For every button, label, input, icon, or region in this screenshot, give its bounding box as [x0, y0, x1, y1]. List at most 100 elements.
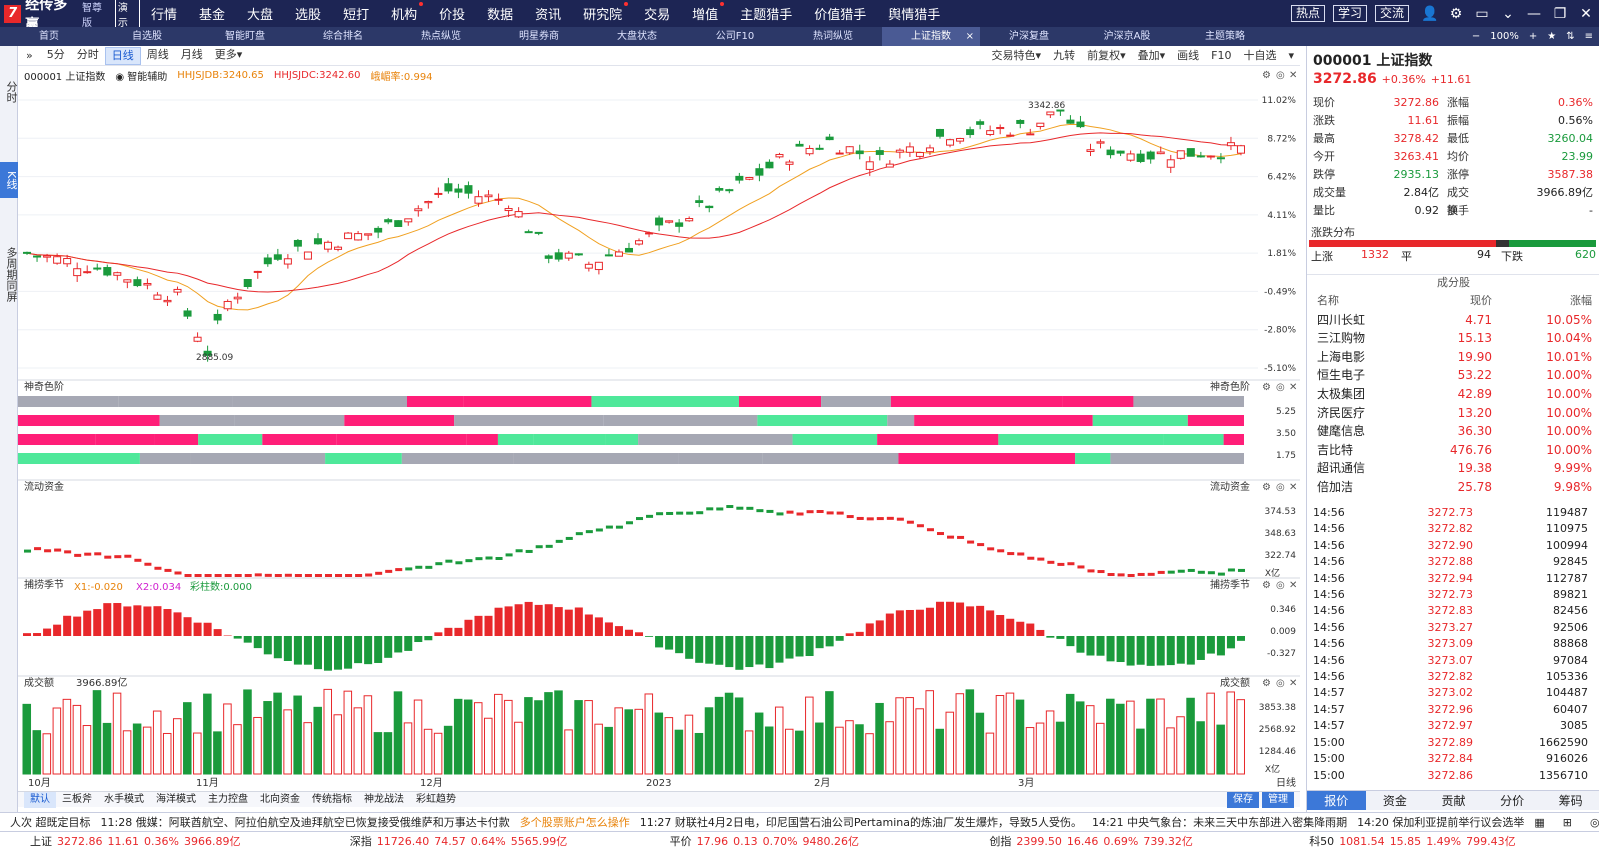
tab-9[interactable]: 上证指数 × [882, 27, 980, 46]
template-action-0[interactable]: 保存 [1227, 791, 1259, 808]
constituent-row[interactable]: 上海电影 19.90 10.01% [1317, 349, 1592, 364]
tab-0[interactable]: 首页 [39, 31, 59, 42]
close-icon[interactable]: ✕ [1289, 482, 1297, 493]
menu-item-13[interactable]: 价值猎手 [814, 8, 867, 23]
top-button-2[interactable]: 交流 [1374, 5, 1409, 22]
view-kline[interactable]: K线 [0, 162, 18, 198]
lock-icon[interactable]: ⊞ [1562, 815, 1572, 829]
menu-item-9[interactable]: 研究院 [572, 2, 633, 23]
user-icon[interactable]: 👤 [1421, 5, 1439, 22]
template-tab-3[interactable]: 海洋模式 [156, 793, 196, 805]
close-icon[interactable]: ✕ [1289, 580, 1297, 591]
target-icon[interactable]: ◎ [1276, 678, 1285, 689]
constituent-row[interactable]: 济民医疗 13.20 10.00% [1317, 405, 1592, 420]
menu-item-4[interactable]: 短打 [343, 8, 370, 23]
index-item[interactable]: 深指 11726.40 74.57 0.64% 5565.99亿 [349, 834, 568, 848]
template-tab-6[interactable]: 传统指标 [312, 793, 352, 805]
gear-icon[interactable]: ⚙ [1262, 678, 1271, 689]
constituent-row[interactable]: 恒生电子 53.22 10.00% [1317, 368, 1592, 383]
menu-item-14[interactable]: 舆情猎手 [888, 8, 941, 23]
close-icon[interactable]: ✕ [1289, 382, 1297, 393]
index-item[interactable]: 科50 1081.54 15.85 1.49% 799.43亿 [1309, 834, 1516, 848]
top-button-0[interactable]: 热点 [1290, 5, 1325, 22]
chevron-down-icon[interactable]: ⌄ [1502, 5, 1514, 22]
menu-item-3[interactable]: 选股 [295, 8, 322, 23]
template-tab-8[interactable]: 彩虹趋势 [416, 793, 456, 805]
gear-icon[interactable]: ⚙ [1262, 70, 1271, 81]
calendar-icon[interactable]: ▦ [1534, 815, 1545, 829]
constituent-row[interactable]: 超讯通信 19.38 9.99% [1317, 461, 1592, 476]
tab-4[interactable]: 热点纵览 [421, 31, 461, 42]
tab-6[interactable]: 大盘状态 [617, 31, 657, 42]
template-tab-5[interactable]: 北向资金 [260, 793, 300, 805]
constituent-row[interactable]: 三江购物 15.13 10.04% [1317, 331, 1592, 346]
constituent-row[interactable]: 健麾信息 36.30 10.00% [1317, 424, 1592, 439]
period-0[interactable]: 5分 [46, 47, 65, 61]
tool-2[interactable]: 前复权▾ [1087, 48, 1126, 62]
constituent-row[interactable]: 太极集团 42.89 10.00% [1317, 386, 1592, 401]
sort-icon[interactable]: ⇅ [1566, 31, 1575, 42]
menu-item-7[interactable]: 数据 [487, 8, 514, 23]
menu-item-2[interactable]: 大盘 [247, 8, 274, 23]
period-1[interactable]: 分时 [76, 47, 99, 61]
tab-1[interactable]: 自选股 [132, 31, 162, 42]
template-tab-7[interactable]: 神龙战法 [364, 793, 404, 805]
menu-item-8[interactable]: 资讯 [535, 8, 562, 23]
tool-7[interactable]: ▾ [1288, 48, 1294, 62]
period-2[interactable]: 日线 [104, 46, 141, 65]
smart-assist-toggle[interactable]: ◉ 智能辅助 [115, 72, 168, 83]
menu-item-5[interactable]: 机构 [380, 2, 428, 23]
zoom-out-icon[interactable]: − [1471, 31, 1481, 42]
close-tab-icon[interactable]: × [965, 31, 974, 42]
list-icon[interactable]: ≡ [1584, 31, 1593, 42]
index-item[interactable]: 创指 2399.50 16.46 0.69% 739.32亿 [989, 834, 1193, 848]
target-icon[interactable]: ◎ [1276, 70, 1285, 81]
template-tab-0[interactable]: 默认 [24, 791, 56, 808]
index-item[interactable]: 上证 3272.86 11.61 0.36% 3966.89亿 [30, 834, 241, 848]
template-action-1[interactable]: 管理 [1262, 791, 1294, 808]
target-icon[interactable]: ◎ [1276, 580, 1285, 591]
quote-tab-2[interactable]: 贡献 [1424, 791, 1483, 810]
close-icon[interactable]: ✕ [1289, 70, 1297, 81]
gear-icon[interactable]: ⚙ [1262, 382, 1271, 393]
demo-badge[interactable]: 演示 [114, 0, 140, 30]
tab-5[interactable]: 明星券商 [519, 31, 559, 42]
menu-item-11[interactable]: 增值 [681, 2, 729, 23]
kline-chart[interactable]: 11.02% 8.72% 6.42% 4.11% 1.81% -0.49% -2.80% -5… [18, 46, 1300, 791]
news-item[interactable]: 11:27 财联社4月2日电，印尼国营石油公司Pertamina的炼油厂发生爆炸… [639, 816, 1082, 829]
quote-tab-0[interactable]: 报价 [1307, 791, 1366, 810]
tab-11[interactable]: 沪深京A股 [1103, 31, 1151, 42]
menu-item-0[interactable]: 行情 [151, 8, 178, 23]
target-icon[interactable]: ◎ [1276, 482, 1285, 493]
menu-item-10[interactable]: 交易 [644, 8, 671, 23]
constituent-row[interactable]: 吉比特 476.76 10.00% [1317, 442, 1592, 457]
tool-6[interactable]: 十自选 [1243, 48, 1277, 62]
period-4[interactable]: 月线 [180, 47, 203, 61]
template-tab-4[interactable]: 主力控盘 [208, 793, 248, 805]
period-3[interactable]: 周线 [146, 47, 169, 61]
index-item[interactable]: 平价 17.96 0.13 0.70% 9480.26亿 [669, 834, 860, 848]
period-5[interactable]: 更多▾ [214, 47, 243, 61]
zoom-in-icon[interactable]: + [1528, 31, 1538, 42]
tool-1[interactable]: 九转 [1053, 48, 1076, 62]
tool-4[interactable]: 画线 [1177, 48, 1200, 62]
gear-icon[interactable]: ⚙ [1449, 5, 1463, 22]
tool-0[interactable]: 交易特色▾ [991, 48, 1042, 62]
menu-item-12[interactable]: 主题猎手 [740, 8, 793, 23]
window-icon[interactable]: ▭ [1475, 5, 1489, 22]
menu-item-6[interactable]: 价投 [439, 8, 466, 23]
minimize-icon[interactable]: — [1527, 5, 1541, 22]
tool-5[interactable]: F10 [1211, 48, 1232, 62]
quote-tab-1[interactable]: 资金 [1365, 791, 1425, 810]
tab-2[interactable]: 智能盯盘 [225, 31, 265, 42]
tab-12[interactable]: 主题策略 [1205, 31, 1245, 42]
alert-icon[interactable]: ◎ [1590, 815, 1599, 829]
close-icon[interactable]: ✕ [1580, 5, 1592, 22]
restore-icon[interactable]: ❐ [1553, 5, 1567, 22]
template-tab-2[interactable]: 水手模式 [104, 793, 144, 805]
tool-3[interactable]: 叠加▾ [1137, 48, 1166, 62]
top-button-1[interactable]: 学习 [1332, 5, 1367, 22]
news-item[interactable]: 14:20 保加利亚提前举行议会选举 [1357, 816, 1525, 829]
view-fenshi[interactable]: 分时 [5, 81, 18, 103]
tab-3[interactable]: 综合排名 [323, 31, 363, 42]
